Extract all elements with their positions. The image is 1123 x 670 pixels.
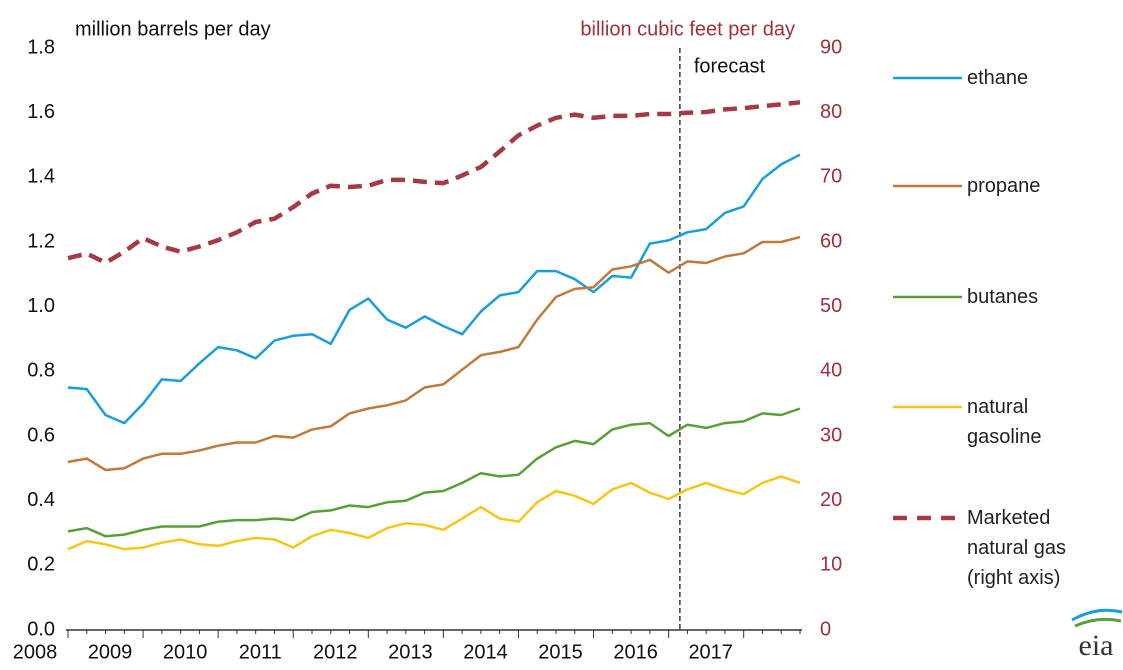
series-line [67,153,801,425]
series-line [67,407,801,538]
x-tick-label: 2010 [163,641,208,663]
series-line [67,100,801,265]
y-tick-label: 0.2 [27,554,55,576]
y-tick-label: 0.8 [27,360,55,382]
y2-tick-label: 70 [820,166,842,188]
x-tick-label: 2014 [463,641,508,663]
y2-tick-label: 0 [820,618,831,640]
x-tick-label: 2008 [13,641,58,663]
legend-label: propane [967,175,1041,197]
forecast-label: forecast [694,55,766,77]
x-tick-label: 2013 [388,641,433,663]
y2-tick-label: 30 [820,424,842,446]
y2-axis-title: billion cubic feet per day [580,18,795,40]
legend-label: natural gasoline [967,396,1042,448]
legend-label: Marketed natural gas (right axis) [967,507,1066,589]
svg-text:eia: eia [1079,629,1114,662]
y-axis-title: million barrels per day [75,18,271,40]
y-tick-label: 0.0 [27,618,55,640]
y2-tick-label: 80 [820,101,842,123]
x-tick-label: 2015 [538,641,583,663]
y-tick-label: 1.4 [27,166,55,188]
x-tick-label: 2011 [239,641,282,663]
x-tick-label: 2012 [313,641,358,663]
y2-tick-label: 10 [820,554,842,576]
y2-tick-label: 60 [820,230,842,252]
y2-tick-label: 90 [820,36,842,58]
x-tick-label: 2009 [88,641,133,663]
y-tick-label: 1.2 [27,230,55,252]
legend-label: butanes [967,286,1039,308]
y-tick-label: 1.0 [27,295,55,317]
y-tick-label: 1.6 [27,101,55,123]
x-tick-label: 2017 [688,641,733,663]
y-tick-label: 1.8 [27,36,55,58]
y2-tick-label: 20 [820,489,842,511]
series-line [67,475,801,551]
legend-label: ethane [967,67,1029,89]
y2-tick-label: 40 [820,360,842,382]
y-tick-label: 0.4 [27,489,55,511]
series-line [67,235,801,472]
y-tick-label: 0.6 [27,424,55,446]
y2-tick-label: 50 [820,295,842,317]
eia-logo: eia [1071,608,1123,662]
x-tick-label: 2016 [613,641,658,663]
